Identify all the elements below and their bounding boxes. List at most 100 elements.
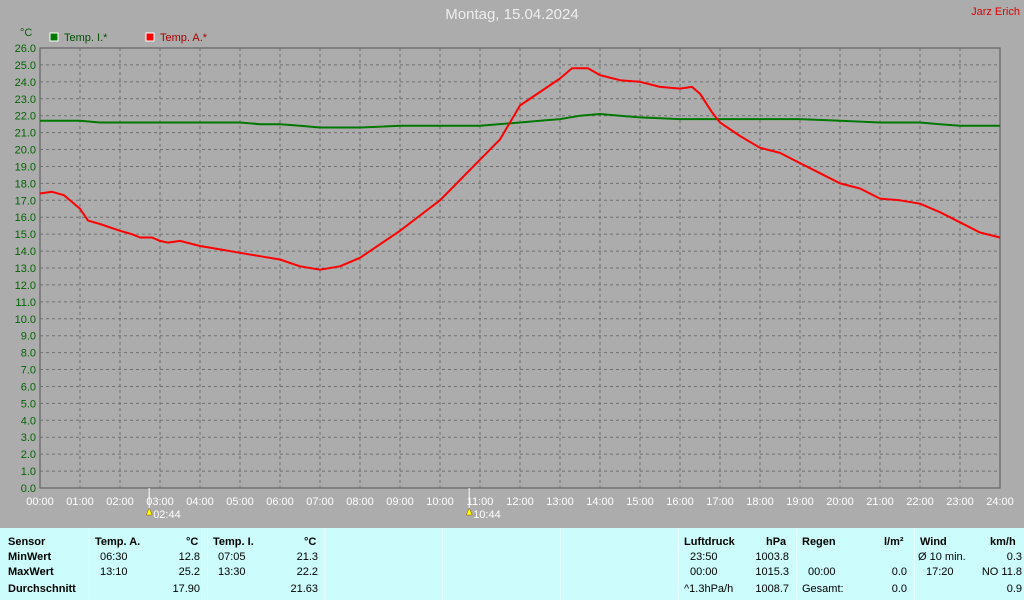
pressure-header: Luftdruck <box>684 536 735 548</box>
y-tick-label: 24.0 <box>15 77 36 89</box>
x-tick-label: 17:00 <box>706 496 734 508</box>
temp-a-max-value: 25.2 <box>178 566 200 578</box>
wind-gust-value: 0.9 <box>1006 583 1022 595</box>
legend-label: Temp. I.* <box>64 32 108 44</box>
x-tick-label: 24:00 <box>986 496 1014 508</box>
pressure-min-time: 23:50 <box>690 551 718 563</box>
rain-max-value: 0.0 <box>891 566 907 578</box>
temp-a-unit: °C <box>186 536 199 548</box>
x-tick-label: 05:00 <box>226 496 254 508</box>
series-line-temp-inside <box>40 113 1000 129</box>
wind-unit: km/h <box>990 536 1016 548</box>
column-separator <box>89 528 90 600</box>
x-tick-label: 18:00 <box>746 496 774 508</box>
column-separator <box>678 528 679 600</box>
y-tick-label: 8.0 <box>21 348 36 360</box>
series-line-temp-outside <box>39 67 1001 271</box>
pressure-max-value: 1015.3 <box>755 566 789 578</box>
wind-avg-value: 0.3 <box>1006 551 1022 563</box>
y-tick-label: 17.0 <box>15 195 36 207</box>
y-tick-label: 9.0 <box>21 331 36 343</box>
y-tick-label: 13.0 <box>15 263 36 275</box>
legend-swatch <box>49 32 59 42</box>
y-tick-label: 26.0 <box>15 43 36 55</box>
x-tick-label: 16:00 <box>666 496 694 508</box>
x-tick-label: 06:00 <box>266 496 294 508</box>
x-tick-label: 22:00 <box>906 496 934 508</box>
y-tick-label: 20.0 <box>15 145 36 157</box>
temp-i-min-time: 07:05 <box>218 551 246 563</box>
row-label-avg: Durchschnitt <box>8 583 76 595</box>
x-tick-label: 13:00 <box>546 496 574 508</box>
x-tick-label: 02:00 <box>106 496 134 508</box>
temp-i-avg-value: 21.63 <box>290 583 318 595</box>
chart-title: Montag, 15.04.2024 <box>445 6 579 23</box>
sunset-icon <box>465 507 473 516</box>
y-axis-label: °C <box>20 27 32 39</box>
column-separator <box>207 528 208 600</box>
y-tick-label: 4.0 <box>21 415 36 427</box>
y-tick-label: 3.0 <box>21 432 36 444</box>
sunrise-icon <box>145 507 153 516</box>
x-tick-label: 07:00 <box>306 496 334 508</box>
column-separator <box>796 528 797 600</box>
wind-max-value: NO 11.8 <box>981 566 1022 578</box>
pressure-min-value: 1003.8 <box>755 551 789 563</box>
column-separator <box>914 528 915 600</box>
temp-i-header: Temp. I. <box>213 536 254 548</box>
wind-max-time: 17:20 <box>926 566 954 578</box>
y-tick-label: 23.0 <box>15 94 36 106</box>
pressure-unit: hPa <box>766 536 787 548</box>
y-tick-label: 7.0 <box>21 365 36 377</box>
wind-avg-label: Ø 10 min. <box>918 551 966 563</box>
y-tick-label: 22.0 <box>15 111 36 123</box>
y-tick-label: 19.0 <box>15 161 36 173</box>
y-tick-label: 11.0 <box>15 297 36 309</box>
column-separator <box>324 528 325 600</box>
rain-unit: l/m² <box>884 536 904 548</box>
x-tick-label: 09:00 <box>386 496 414 508</box>
x-tick-label: 03:00 <box>146 496 174 508</box>
column-separator <box>442 528 443 600</box>
legend-label: Temp. A.* <box>160 32 208 44</box>
x-tick-label: 14:00 <box>586 496 614 508</box>
x-tick-label: 23:00 <box>946 496 974 508</box>
x-tick-label: 12:00 <box>506 496 534 508</box>
x-tick-label: 20:00 <box>826 496 854 508</box>
rain-header: Regen <box>802 536 836 548</box>
y-tick-label: 6.0 <box>21 381 36 393</box>
wind-header: Wind <box>920 536 947 548</box>
y-tick-label: 18.0 <box>15 178 36 190</box>
sunset-label: 10:44 <box>473 509 501 521</box>
x-tick-label: 08:00 <box>346 496 374 508</box>
temp-i-min-value: 21.3 <box>296 551 318 563</box>
pressure-avg-value: 1008.7 <box>755 583 789 595</box>
temp-i-unit: °C <box>304 536 317 548</box>
y-tick-label: 21.0 <box>15 128 36 140</box>
y-tick-label: 15.0 <box>15 229 36 241</box>
pressure-max-time: 00:00 <box>690 566 718 578</box>
temp-i-max-value: 22.2 <box>296 566 318 578</box>
column-separator <box>560 528 561 600</box>
temp-a-header: Temp. A. <box>95 536 141 548</box>
sensor-header: Sensor <box>8 536 46 548</box>
x-tick-label: 11:00 <box>467 496 494 508</box>
temp-i-max-time: 13:30 <box>218 566 246 578</box>
x-tick-label: 00:00 <box>26 496 54 508</box>
rain-total-value: 0.0 <box>891 583 907 595</box>
pressure-trend: ^1.3hPa/h <box>684 583 734 595</box>
x-tick-label: 01:00 <box>66 496 94 508</box>
row-label-min: MinWert <box>8 551 52 563</box>
x-tick-label: 21:00 <box>866 496 894 508</box>
y-tick-label: 10.0 <box>15 314 36 326</box>
sunrise-label: 02:44 <box>153 509 181 521</box>
y-tick-label: 0.0 <box>21 483 36 495</box>
x-tick-label: 15:00 <box>626 496 654 508</box>
temp-a-min-time: 06:30 <box>100 551 128 563</box>
rain-total-label: Gesamt: <box>802 583 844 595</box>
legend-swatch <box>145 32 155 42</box>
y-tick-label: 5.0 <box>21 398 36 410</box>
y-tick-label: 2.0 <box>21 449 36 461</box>
temp-a-max-time: 13:10 <box>100 566 128 578</box>
rain-max-time: 00:00 <box>808 566 836 578</box>
